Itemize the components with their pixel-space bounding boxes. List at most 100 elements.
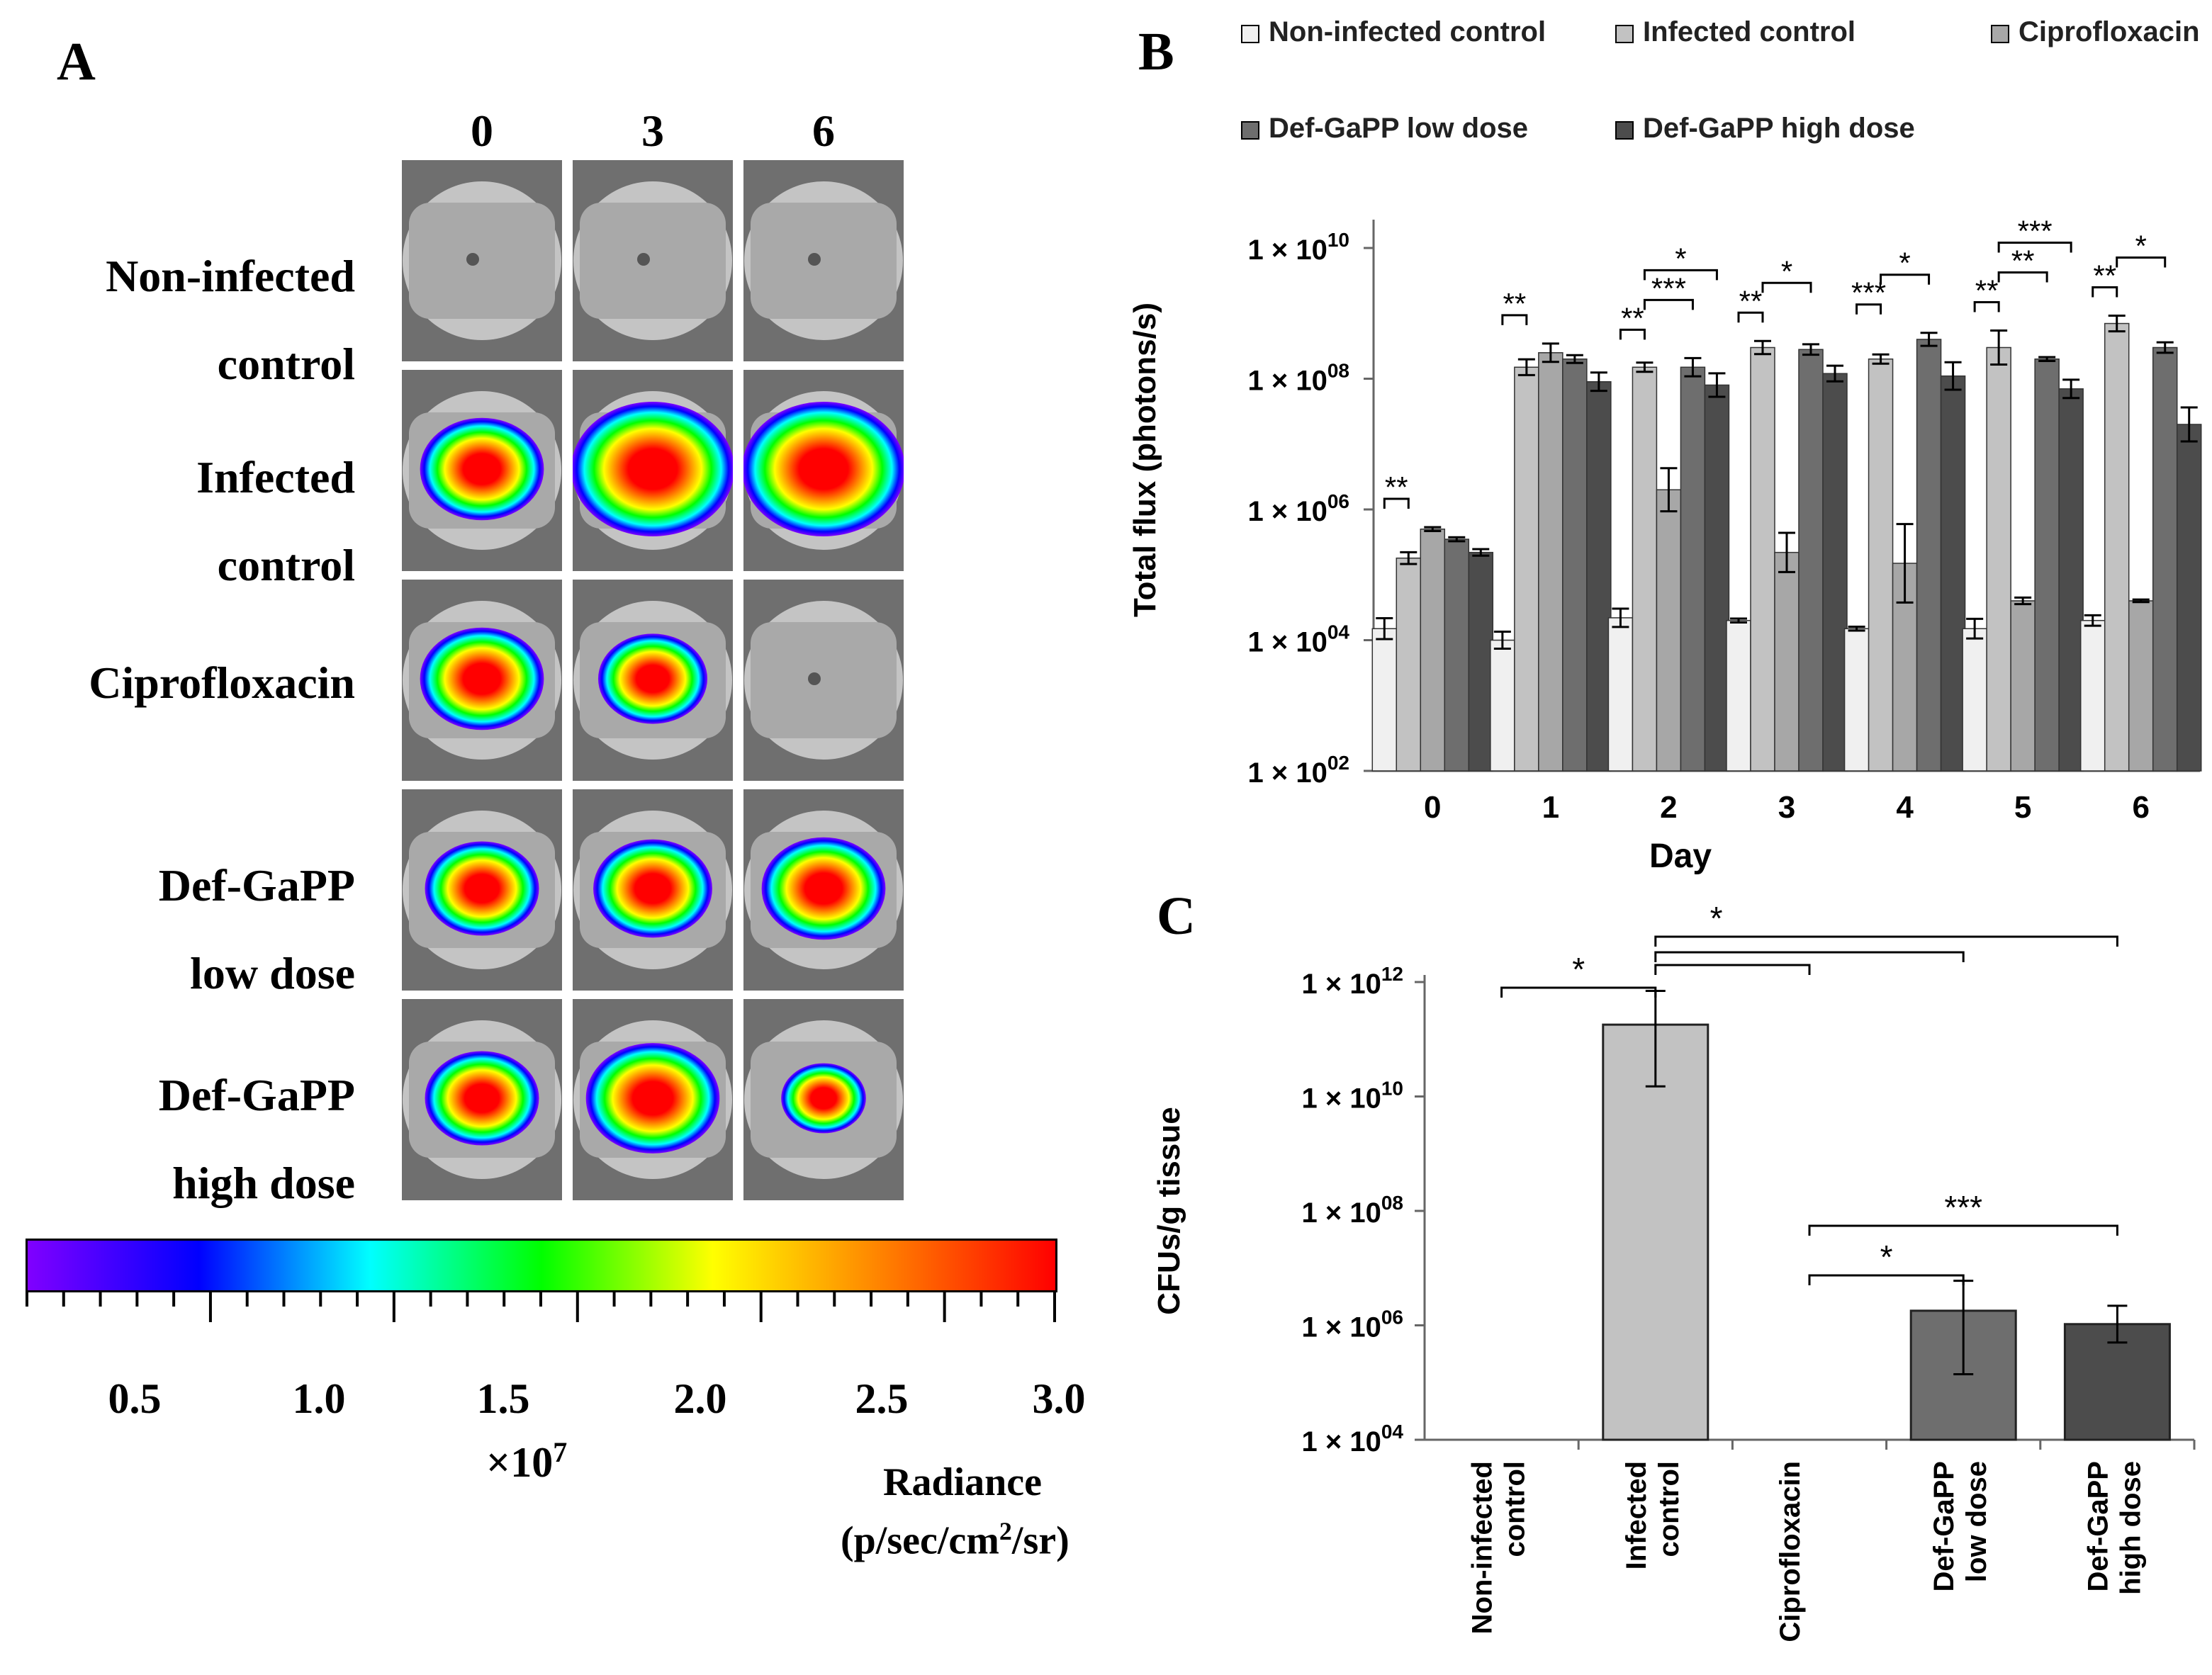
colorbar-multiplier: ×107: [486, 1436, 567, 1487]
colorbar-ticks: [26, 1291, 1056, 1322]
significance-label: **: [1621, 301, 1644, 334]
y-axis-title: CFUs/g tissue: [1152, 1107, 1186, 1314]
x-tick-label: control: [1654, 1461, 1685, 1557]
mouse-image: [402, 370, 562, 571]
significance-label: *: [1899, 247, 1910, 280]
panel-a-day-header: 6: [812, 106, 835, 156]
bar: [1607, 617, 1634, 772]
panel-c-label: C: [1157, 886, 1196, 946]
significance-label: **: [2011, 244, 2035, 278]
bioluminescence-spot: [585, 1043, 720, 1154]
bioluminescence-spot: [420, 627, 544, 731]
significance-bracket: [1761, 281, 1812, 293]
bar: [1916, 339, 1942, 772]
bar: [1680, 366, 1706, 772]
bar: [2152, 346, 2178, 772]
mouse-image-graphic: [743, 370, 904, 571]
bar: [1538, 352, 1563, 772]
bar: [2034, 358, 2060, 772]
mouse-image: [402, 999, 562, 1200]
colorbar-title: Radiance: [883, 1460, 1042, 1504]
panel-a-row-label: Def-GaPP low dose: [158, 860, 355, 998]
significance-bracket: [2116, 256, 2167, 268]
legend-label: Def-GaPP high dose: [1643, 113, 1915, 144]
colorbar-tick-label: 2.0: [673, 1375, 727, 1422]
bioluminescence-spot: [597, 633, 708, 724]
bioluminescence-spot: [573, 402, 733, 536]
skin-patch: [751, 203, 897, 319]
total-flux-chart: Non-infected control Infected control Cipr…: [1128, 16, 2202, 875]
legend-label: Non-infected control: [1269, 16, 1546, 47]
x-tick-label: 2: [1660, 790, 1677, 825]
panel-a-day-header: 0: [471, 106, 493, 156]
bar: [1986, 346, 2011, 772]
significance-bracket: [1973, 301, 2000, 312]
bar: [1444, 538, 1470, 772]
significance-bracket: [1654, 964, 1811, 975]
wound-mark: [808, 672, 821, 685]
mouse-image: [743, 789, 904, 991]
wound-mark: [466, 253, 479, 266]
y-tick-label: 1 × 1008: [1302, 1192, 1403, 1229]
y-axis-title: Total flux (photons/s): [1128, 303, 1162, 617]
bar: [2104, 322, 2130, 772]
y-tick-label: 1 × 1004: [1302, 1421, 1404, 1457]
skin-patch: [751, 622, 897, 738]
x-tick-label: 5: [2014, 790, 2031, 825]
significance-bracket: [1501, 314, 1528, 325]
legend-swatch: [1241, 121, 1259, 140]
x-tick-label: 0: [1424, 790, 1441, 825]
mouse-image-graphic: [402, 160, 562, 361]
significance-bracket: [1619, 328, 1646, 340]
x-tick-label: control: [1500, 1461, 1531, 1557]
significance-bracket: [1856, 303, 1882, 315]
mouse-image-graphic: [573, 370, 733, 571]
significance-bracket: [1654, 951, 1965, 962]
mouse-image-graphic: [743, 580, 904, 781]
significance-label: ***: [1944, 1189, 1982, 1226]
legend-label: Def-GaPP low dose: [1269, 113, 1528, 144]
x-tick-label: high dose: [2115, 1461, 2146, 1595]
significance-label: **: [2093, 259, 2116, 292]
x-tick-label: 1: [1542, 790, 1559, 825]
bar: [1656, 489, 1682, 772]
colorbar-tick-label: 0.5: [108, 1375, 162, 1422]
colorbar-tick-label: 2.5: [855, 1375, 909, 1422]
legend-swatch: [1991, 25, 2009, 43]
bioluminescence-spot: [420, 417, 544, 521]
significance-bracket: [2092, 286, 2118, 298]
y-tick-label: 1 × 1012: [1302, 963, 1403, 1000]
mouse-image: [573, 580, 733, 781]
significance-bracket: [1643, 269, 1718, 281]
bioluminescence-spot: [781, 1063, 866, 1134]
bar: [1420, 529, 1446, 772]
significance-label: ***: [2018, 215, 2053, 248]
bar: [1940, 375, 1966, 772]
mouse-image: [743, 999, 904, 1200]
cfu-chart: 1 × 1004 1 × 1006 1 × 1008 1 × 1010 1 × 1012…: [1152, 900, 2196, 1642]
significance-bracket: [1643, 298, 1694, 310]
bar: [1726, 619, 1751, 772]
colorbar-gradient: [28, 1241, 1055, 1290]
bar: [2176, 424, 2202, 772]
mouse-image-graphic: [573, 160, 733, 361]
significance-label: *: [1880, 1239, 1893, 1275]
bar: [1396, 557, 1422, 772]
mouse-image: [573, 999, 733, 1200]
bar: [1750, 346, 1775, 772]
bar: [1490, 639, 1515, 772]
significance-label: *: [1710, 900, 1723, 937]
panel-a-row-label: Non-infected control: [106, 251, 355, 389]
colorbar-tick-label: 1.0: [292, 1375, 346, 1422]
significance-label: *: [1781, 254, 1792, 288]
mouse-image: [402, 789, 562, 991]
x-axis-title: Day: [1649, 838, 1712, 875]
significance-bracket: [1737, 311, 1764, 323]
y-tick-label: 1 × 1010: [1302, 1078, 1403, 1115]
mouse-image-graphic: [402, 789, 562, 991]
skin-patch: [580, 203, 726, 319]
mouse-image: [573, 370, 733, 571]
mouse-image-graphic: [743, 160, 904, 361]
colorbar-multiplier-base: ×10: [486, 1439, 554, 1486]
y-tick-label: 1 × 1004: [1248, 621, 1350, 658]
